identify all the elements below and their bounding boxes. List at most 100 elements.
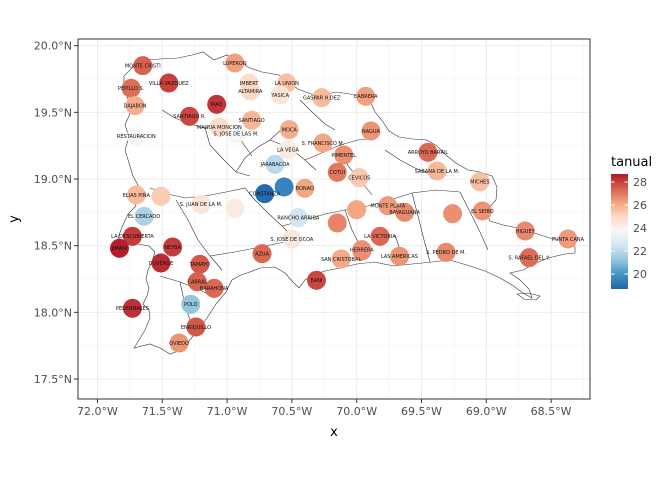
legend-title: tanual — [611, 155, 652, 170]
station-point — [122, 298, 142, 318]
station-point — [121, 78, 141, 98]
station-point — [225, 198, 245, 218]
y-axis-ticks: 17.5°N 18.0°N 18.5°N 19.0°N 19.5°N 20.0°N — [34, 40, 78, 386]
x-tick-label: 70.0°W — [336, 405, 377, 418]
station-point — [331, 249, 351, 269]
station-label: ELIAS PIÑA — [123, 192, 151, 199]
station-point — [126, 126, 146, 146]
station-label: PEDERNALES — [116, 306, 149, 312]
station-label: NAGUA — [362, 129, 381, 135]
station-point — [151, 186, 171, 206]
y-tick-label: 20.0°N — [34, 40, 72, 53]
legend-tick-label: 26 — [633, 199, 647, 212]
station-label: BANI — [310, 278, 322, 284]
station-label: LUPERON — [223, 61, 247, 67]
station-label: JIMANI — [111, 246, 128, 252]
station-label: LA VICTORIA — [364, 234, 396, 240]
station-point — [519, 248, 539, 268]
station-labels: MONTE CRISTI LUPERON PEPILLO S. VILLA VAZQU… — [111, 61, 585, 347]
x-tick-label: 71.5°W — [142, 405, 183, 418]
station-point — [312, 88, 332, 108]
station-point — [204, 278, 224, 298]
y-tick-label: 19.5°N — [34, 106, 72, 119]
y-tick-label: 18.5°N — [34, 240, 72, 253]
station-point — [265, 154, 285, 174]
station-label: GASPAR H.DEZ — [303, 95, 341, 101]
station-point — [418, 142, 438, 162]
station-point — [427, 161, 447, 181]
station-point — [134, 206, 154, 226]
station-label: S. JOSE DE OCOA — [270, 237, 314, 243]
legend-tick-label: 20 — [633, 268, 647, 281]
y-tick-label: 19.0°N — [34, 173, 72, 186]
x-tick-label: 69.0°W — [466, 405, 507, 418]
station-point — [225, 53, 245, 73]
station-point — [109, 238, 129, 258]
station-label: CEVICOS — [348, 175, 370, 181]
station-point — [226, 124, 246, 144]
station-point — [356, 86, 376, 106]
station-label: PIMENTEL — [331, 153, 356, 159]
station-point — [352, 240, 372, 260]
station-point — [181, 294, 201, 314]
station-label: SABANA DE LA M. — [415, 169, 460, 175]
legend-tick-label: 28 — [633, 176, 647, 189]
station-label: ALTAMIRA — [238, 89, 263, 95]
station-label: BARAHONA — [200, 286, 229, 292]
station-label: RESTAURACION — [117, 134, 156, 140]
station-label: DUVERGE — [149, 261, 174, 267]
legend-ticks: 20 22 24 26 28 — [611, 176, 647, 281]
station-point — [472, 201, 492, 221]
x-tick-label: 70.5°W — [271, 405, 312, 418]
legend-tick-label: 24 — [633, 222, 647, 235]
station-label: LA UNION — [274, 81, 299, 87]
station-label: LA DESCUBIERTA — [111, 234, 154, 240]
station-label: DAJABON — [124, 103, 147, 109]
station-label: S. RAFAEL DEL Y. — [508, 255, 550, 261]
station-point — [179, 106, 199, 126]
x-tick-label: 69.5°W — [401, 405, 442, 418]
station-label: AZUA — [255, 251, 270, 257]
station-point — [349, 168, 369, 188]
station-point — [187, 272, 207, 292]
weather-stations — [109, 53, 578, 353]
x-tick-label: 71.0°W — [207, 405, 248, 418]
station-point — [327, 162, 347, 182]
station-label: EL SEIBO — [471, 209, 494, 215]
station-point — [151, 253, 171, 273]
station-point — [255, 184, 275, 204]
station-point — [370, 226, 390, 246]
station-label: S. FRANCISCO M. — [302, 141, 345, 147]
station-point — [125, 96, 145, 116]
station-point — [278, 140, 298, 160]
y-tick-label: 17.5°N — [34, 373, 72, 386]
legend-colorbar — [611, 174, 628, 289]
station-label: PEPILLO S. — [118, 86, 145, 92]
station-point — [288, 208, 308, 228]
station-point — [133, 56, 153, 76]
station-point — [282, 229, 302, 249]
station-point — [443, 204, 463, 224]
station-point — [378, 196, 398, 216]
station-label: MAO — [211, 102, 223, 108]
station-point — [279, 120, 299, 140]
station-label: SANTIAGO R. — [173, 114, 206, 120]
station-point — [252, 244, 272, 264]
station-point — [163, 237, 183, 257]
x-axis-title: x — [330, 425, 338, 440]
station-label: HIGUEY — [516, 229, 536, 235]
station-point — [327, 213, 347, 233]
station-label: PUNTA CANA — [552, 237, 585, 243]
legend-tick-label: 22 — [633, 245, 647, 258]
station-label: MONTE CRISTI — [125, 63, 161, 69]
station-point — [169, 333, 189, 353]
station-point — [307, 270, 327, 290]
station-label: S. JUAN DE LA M. — [180, 202, 223, 208]
station-label: HERRERA — [350, 247, 374, 253]
y-axis-title: y — [7, 215, 22, 223]
station-point — [395, 202, 415, 222]
station-label: BONAO — [296, 186, 314, 192]
station-point — [191, 194, 211, 214]
legend: tanual 20 22 24 26 28 — [611, 155, 652, 289]
